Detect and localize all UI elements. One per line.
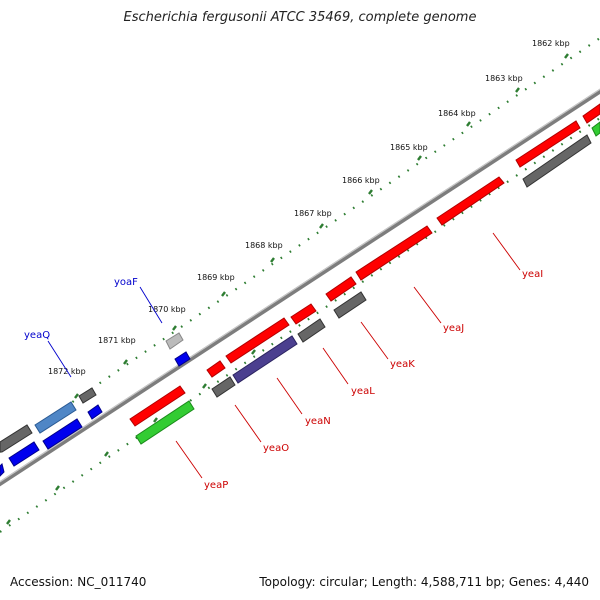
gene-arrow bbox=[129, 385, 186, 427]
gene-label-yeaK: yeaK bbox=[390, 359, 415, 370]
tick-label: 1864 kbp bbox=[438, 109, 476, 118]
gene-arrow bbox=[211, 376, 236, 398]
gene-arrow bbox=[582, 103, 600, 124]
genome-backbone-highlight bbox=[0, 88, 600, 483]
tick-label: 1872 kbp bbox=[48, 367, 86, 376]
gene-label-yeaQ: yeaQ bbox=[24, 330, 50, 341]
leader-line bbox=[139, 286, 163, 324]
gene-arrow bbox=[8, 441, 40, 467]
tick-label: 1866 kbp bbox=[342, 176, 380, 185]
gene-label-yeaI: yeaI bbox=[522, 269, 543, 280]
gene-arrow bbox=[232, 335, 298, 384]
gene-arrow bbox=[522, 134, 592, 188]
tick-label: 1871 kbp bbox=[98, 336, 136, 345]
leader-line bbox=[47, 340, 72, 378]
gene-label-yeaN: yeaN bbox=[305, 416, 331, 427]
gene-label-yoaF: yoaF bbox=[114, 277, 138, 288]
gene-arrow bbox=[206, 360, 226, 378]
gene-arrow bbox=[325, 276, 357, 302]
tick-labels: 1862 kbp 1863 kbp 1864 kbp 1865 kbp 1866… bbox=[48, 39, 570, 376]
gene-arrow bbox=[0, 424, 33, 453]
gene-arrow bbox=[515, 120, 581, 168]
leader-line bbox=[234, 404, 262, 443]
tick-label: 1868 kbp bbox=[245, 241, 283, 250]
gene-label-yeaO: yeaO bbox=[263, 443, 289, 454]
gene-arrow bbox=[225, 317, 290, 364]
tick-label: 1865 kbp bbox=[390, 143, 428, 152]
gene-arrow bbox=[0, 463, 5, 477]
gene-label-yeaL: yeaL bbox=[351, 386, 375, 397]
outer-gene-labels: yoaF yeaQ bbox=[24, 277, 163, 378]
gene-arrow bbox=[87, 404, 103, 420]
leader-line bbox=[413, 286, 442, 324]
gene-arrow bbox=[591, 121, 600, 137]
gene-arrow bbox=[165, 332, 184, 350]
leader-line bbox=[322, 347, 349, 385]
gene-arrow bbox=[333, 291, 367, 319]
left-features bbox=[0, 332, 191, 477]
forward-strand-features bbox=[129, 103, 600, 427]
tick-label: 1862 kbp bbox=[532, 39, 570, 48]
gene-arrow bbox=[436, 176, 505, 226]
leader-line bbox=[276, 377, 303, 415]
inner-gene-labels: yeaI yeaJ yeaK yeaL yeaN yeaO yeaP bbox=[175, 232, 543, 491]
map-title: Escherichia fergusonii ATCC 35469, compl… bbox=[123, 10, 477, 25]
reverse-strand-features bbox=[135, 121, 600, 445]
gene-arrow bbox=[135, 400, 195, 445]
leader-line bbox=[360, 321, 389, 360]
genome-summary: Topology: circular; Length: 4,588,711 bp… bbox=[259, 575, 589, 589]
genome-backbone bbox=[0, 88, 600, 487]
inner-dotted-track bbox=[0, 117, 600, 533]
gene-label-yeaP: yeaP bbox=[204, 480, 228, 491]
accession-label: Accession: NC_011740 bbox=[10, 575, 147, 589]
outer-major-ticks bbox=[25, 53, 569, 433]
outer-dotted-track bbox=[0, 37, 600, 453]
gene-arrow bbox=[290, 303, 317, 325]
tick-label: 1870 kbp bbox=[148, 305, 186, 314]
leader-line bbox=[175, 440, 203, 479]
gene-arrow bbox=[355, 225, 433, 281]
gene-label-yeaJ: yeaJ bbox=[443, 323, 464, 334]
gene-arrow bbox=[34, 401, 77, 434]
leader-line bbox=[492, 232, 521, 271]
tick-label: 1869 kbp bbox=[197, 273, 235, 282]
gene-arrow bbox=[78, 387, 97, 404]
gene-arrow bbox=[42, 418, 83, 450]
tick-label: 1867 kbp bbox=[294, 209, 332, 218]
gene-arrow bbox=[174, 351, 191, 367]
tick-label: 1863 kbp bbox=[485, 74, 523, 83]
gene-arrow bbox=[297, 318, 326, 343]
